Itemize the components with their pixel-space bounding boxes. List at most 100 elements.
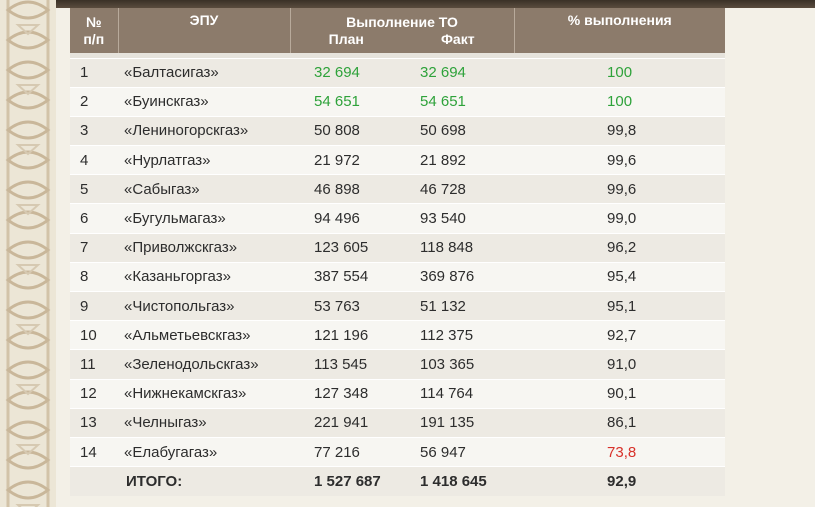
table-header-row: № п/п ЭПУ Выполнение ТО План Факт % выпо… [70,8,726,53]
table-row: 3 «Лениногорскгаз» 50 808 50 698 99,8 [70,115,726,146]
table-row: 6 «Бугульмагаз» 94 496 93 540 99,0 [70,203,726,234]
table-row: 8 «Казаньгоргаз» 387 554 369 876 95,4 [70,261,726,292]
row-number: 3 [70,115,118,146]
row-fact: 32 694 [398,57,515,88]
row-number: 6 [70,203,118,234]
total-label: ИТОГО: [70,466,290,496]
row-percent: 100 [514,86,726,117]
table-row: 7 «Приволжскгаз» 123 605 118 848 96,2 [70,232,726,263]
row-epu-name: «Нижнекамскгаз» [118,378,290,409]
row-plan: 387 554 [290,261,398,292]
row-epu-name: «Сабыгаз» [118,174,290,204]
row-fact: 191 135 [398,407,515,438]
row-epu-name: «Зеленодольскгаз» [118,349,290,380]
row-number: 9 [70,290,118,321]
table-row: 1 «Балтасигаз» 32 694 32 694 100 [70,57,726,88]
row-fact: 93 540 [398,203,515,234]
table-row: 4 «Нурлатгаз» 21 972 21 892 99,6 [70,145,726,175]
row-epu-name: «Бугульмагаз» [118,203,290,234]
row-plan: 121 196 [290,320,398,350]
total-row: ИТОГО: 1 527 687 1 418 645 92,9 [70,466,726,496]
row-fact: 369 876 [398,261,515,292]
row-epu-name: «Балтасигаз» [118,57,290,88]
table-row: 10 «Альметьевскгаз» 121 196 112 375 92,7 [70,320,726,350]
row-epu-name: «Чистопольгаз» [118,290,290,321]
row-fact: 103 365 [398,349,515,380]
header-plan: План [328,30,364,47]
row-fact: 114 764 [398,378,515,409]
row-plan: 21 972 [290,145,398,175]
row-percent: 86,1 [514,407,726,438]
header-fact: Факт [440,30,475,47]
row-number: 2 [70,86,118,117]
table-row: 13 «Челныгаз» 221 941 191 135 86,1 [70,407,726,438]
row-epu-name: «Лениногорскгаз» [118,115,290,146]
row-fact: 50 698 [398,115,515,146]
row-plan: 123 605 [290,232,398,263]
row-plan: 53 763 [290,290,398,321]
row-fact: 46 728 [398,174,515,204]
row-percent: 91,0 [514,349,726,380]
header-to: Выполнение ТО План Факт [290,8,515,53]
row-plan: 50 808 [290,115,398,146]
table-row: 14 «Елабугагаз» 77 216 56 947 73,8 [70,436,726,467]
row-number: 12 [70,378,118,409]
row-plan: 77 216 [290,436,398,467]
header-number: № п/п [70,8,119,53]
row-number: 10 [70,320,118,350]
table-row: 2 «Буинскгаз» 54 651 54 651 100 [70,86,726,117]
row-fact: 51 132 [398,290,515,321]
row-epu-name: «Нурлатгаз» [118,145,290,175]
header-gap [70,53,726,58]
row-fact: 56 947 [398,436,515,467]
row-percent: 92,7 [514,320,726,350]
row-number: 8 [70,261,118,292]
table-row: 12 «Нижнекамскгаз» 127 348 114 764 90,1 [70,378,726,409]
row-number: 7 [70,232,118,263]
row-percent: 99,0 [514,203,726,234]
row-fact: 118 848 [398,232,515,263]
results-table: № п/п ЭПУ Выполнение ТО План Факт % выпо… [70,8,726,496]
top-dark-band [56,0,815,8]
row-number: 1 [70,57,118,88]
row-epu-name: «Буинскгаз» [118,86,290,117]
row-number: 4 [70,145,118,175]
row-plan: 221 941 [290,407,398,438]
header-percent: % выполнения [567,12,672,28]
header-number-line2: п/п [83,30,105,47]
row-epu-name: «Елабугагаз» [118,436,290,467]
row-number: 5 [70,174,118,204]
row-plan: 54 651 [290,86,398,117]
row-percent: 95,4 [514,261,726,292]
row-fact: 21 892 [398,145,515,175]
row-plan: 113 545 [290,349,398,380]
decorative-border [0,0,56,507]
row-plan: 94 496 [290,203,398,234]
row-number: 14 [70,436,118,467]
row-percent: 96,2 [514,232,726,263]
table-row: 5 «Сабыгаз» 46 898 46 728 99,6 [70,174,726,204]
ornament-pattern-icon [0,0,56,507]
header-epu: ЭПУ [118,8,291,53]
row-percent: 100 [514,57,726,88]
row-percent: 99,8 [514,115,726,146]
table-row: 11 «Зеленодольскгаз» 113 545 103 365 91,0 [70,349,726,380]
row-epu-name: «Казаньгоргаз» [118,261,290,292]
row-percent: 99,6 [514,174,726,204]
row-percent: 99,6 [514,145,726,175]
row-fact: 112 375 [398,320,515,350]
row-number: 11 [70,349,118,380]
row-percent: 95,1 [514,290,726,321]
header-to-title: Выполнение ТО [346,13,458,30]
row-plan: 46 898 [290,174,398,204]
total-plan: 1 527 687 [290,466,398,496]
row-percent: 90,1 [514,378,726,409]
row-plan: 127 348 [290,378,398,409]
row-plan: 32 694 [290,57,398,88]
row-epu-name: «Приволжскгаз» [118,232,290,263]
row-epu-name: «Альметьевскгаз» [118,320,290,350]
row-percent: 73,8 [514,436,726,467]
row-fact: 54 651 [398,86,515,117]
row-epu-name: «Челныгаз» [118,407,290,438]
total-fact: 1 418 645 [398,466,515,496]
